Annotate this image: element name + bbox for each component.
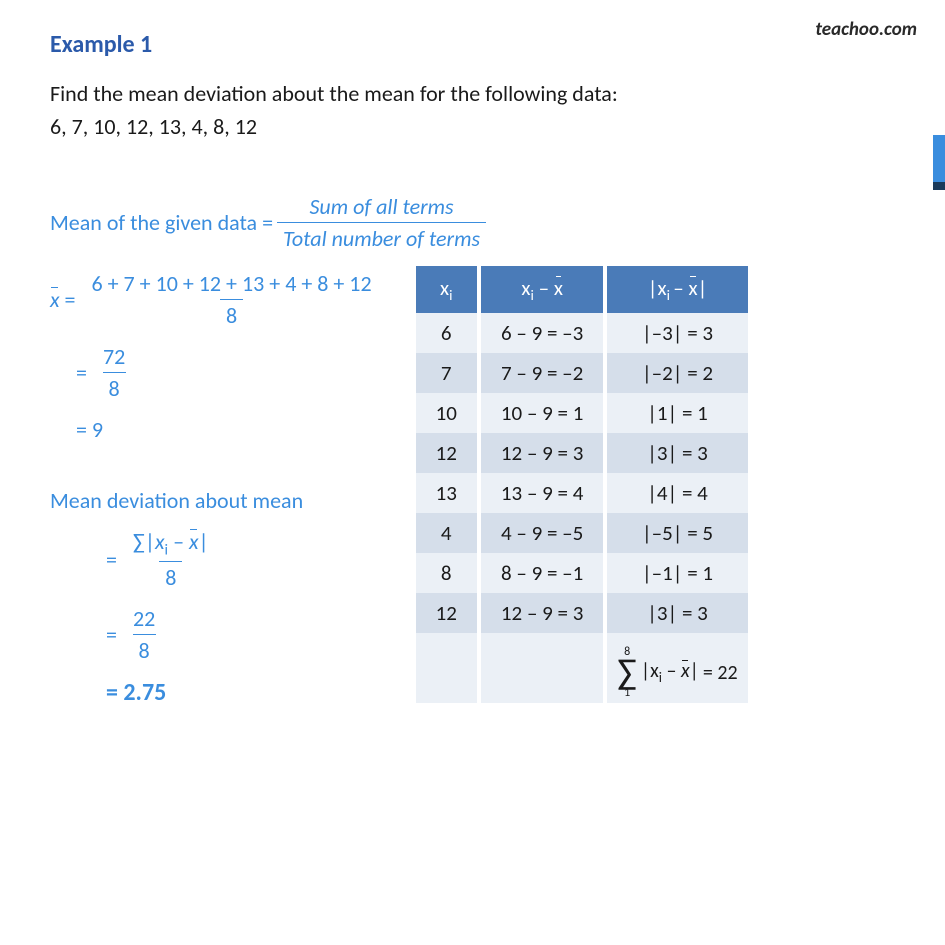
table-row: 88 – 9 = –1|–1| = 1 — [416, 553, 748, 593]
table-row: 44 – 9 = –5|–5| = 5 — [416, 513, 748, 553]
table-cell: 4 – 9 = –5 — [481, 513, 603, 553]
mean-numerator: Sum of all terms — [303, 193, 459, 222]
work-area: x = 6 + 7 + 10 + 12 + 13 + 4 + 8 + 12 8 … — [50, 270, 895, 707]
watermark-text: teachoo.com — [815, 18, 917, 41]
md2-num: 22 — [127, 605, 161, 634]
table-row: 66 – 9 = –3|–3| = 3 — [416, 313, 748, 353]
step1-num: 6 + 7 + 10 + 12 + 13 + 4 + 8 + 12 — [85, 270, 377, 299]
table-sum-row: 8 ∑ 1 |xi – x| = 22 — [416, 633, 748, 703]
col-header-abs: |xi – x| — [607, 266, 747, 313]
mean-fraction: Sum of all terms Total number of terms — [277, 193, 486, 252]
md1-den: 8 — [159, 561, 182, 591]
table-cell: 4 — [416, 513, 477, 553]
table-cell: 6 — [416, 313, 477, 353]
table-cell: 8 – 9 = –1 — [481, 553, 603, 593]
mean-deviation-label: Mean deviation about mean — [50, 487, 382, 514]
table-row: 1010 – 9 = 1|1| = 1 — [416, 393, 748, 433]
table-cell: 6 – 9 = –3 — [481, 313, 603, 353]
table-cell: |3| = 3 — [607, 593, 747, 633]
step1-den: 8 — [220, 299, 243, 329]
table-cell: 7 — [416, 353, 477, 393]
mean-denominator: Total number of terms — [277, 222, 486, 252]
mean-step-3: = 9 — [50, 416, 382, 443]
mean-step-2: = 72 8 — [50, 343, 382, 402]
col-header-diff: xi – x — [481, 266, 603, 313]
left-calculations: x = 6 + 7 + 10 + 12 + 13 + 4 + 8 + 12 8 … — [50, 270, 382, 707]
table-cell: 8 — [416, 553, 477, 593]
table-cell: 13 — [416, 473, 477, 513]
md-step-1: = ∑|xi – x| 8 — [50, 528, 382, 591]
table-cell: |4| = 4 — [607, 473, 747, 513]
table-cell: 10 — [416, 393, 477, 433]
table-cell: |–3| = 3 — [607, 313, 747, 353]
table-cell: 7 – 9 = –2 — [481, 353, 603, 393]
table-cell: |–1| = 1 — [607, 553, 747, 593]
table-cell: 12 — [416, 433, 477, 473]
step2-den: 8 — [103, 372, 126, 402]
mean-label: Mean of the given data = — [50, 209, 273, 236]
table-cell: |–2| = 2 — [607, 353, 747, 393]
table-cell: 13 – 9 = 4 — [481, 473, 603, 513]
table-row: 1212 – 9 = 3|3| = 3 — [416, 593, 748, 633]
md1-num: ∑|xi – x| — [127, 528, 215, 561]
col-header-xi: xi — [416, 266, 477, 313]
mean-step-1: x = 6 + 7 + 10 + 12 + 13 + 4 + 8 + 12 8 — [50, 270, 382, 329]
table-row: 77 – 9 = –2|–2| = 2 — [416, 353, 748, 393]
table-cell: |3| = 3 — [607, 433, 747, 473]
table-cell: 12 – 9 = 3 — [481, 593, 603, 633]
table-row: 1313 – 9 = 4|4| = 4 — [416, 473, 748, 513]
mean-formula: Mean of the given data = Sum of all term… — [50, 193, 895, 252]
deviation-table: xi xi – x |xi – x| 66 – 9 = –3|–3| = 377… — [412, 266, 752, 703]
table-row: 1212 – 9 = 3|3| = 3 — [416, 433, 748, 473]
problem-statement: Find the mean deviation about the mean f… — [50, 77, 895, 143]
problem-line-2: 6, 7, 10, 12, 13, 4, 8, 12 — [50, 113, 257, 140]
table-cell: 12 — [416, 593, 477, 633]
table-cell: |–5| = 5 — [607, 513, 747, 553]
md2-den: 8 — [133, 634, 156, 664]
table-cell: 10 – 9 = 1 — [481, 393, 603, 433]
sum-cell: 8 ∑ 1 |xi – x| = 22 — [607, 633, 747, 703]
side-accent-bar — [933, 135, 945, 190]
md-answer: = 2.75 — [50, 678, 382, 707]
table-header-row: xi xi – x |xi – x| — [416, 266, 748, 313]
table-cell: 12 – 9 = 3 — [481, 433, 603, 473]
md-step-2: = 22 8 — [50, 605, 382, 664]
problem-line-1: Find the mean deviation about the mean f… — [50, 80, 618, 107]
xbar-symbol: x — [50, 286, 60, 313]
step2-num: 72 — [97, 343, 131, 372]
example-title: Example 1 — [50, 30, 895, 59]
table-cell: |1| = 1 — [607, 393, 747, 433]
